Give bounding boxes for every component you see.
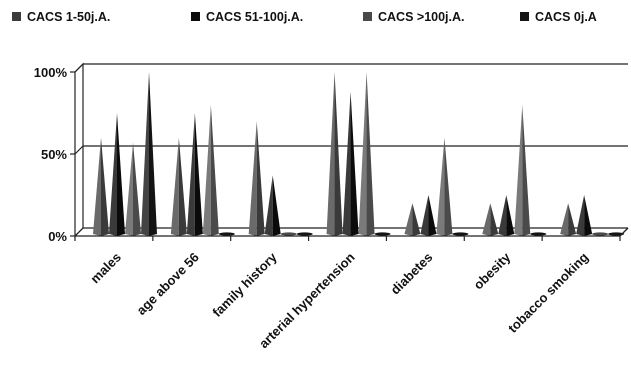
bar-4-2 bbox=[436, 137, 453, 236]
bar-0-2 bbox=[125, 142, 141, 236]
bar-4-0 bbox=[404, 203, 421, 236]
x-axis-corner bbox=[619, 227, 629, 237]
bar-3-1 bbox=[342, 91, 359, 237]
bar-4-3 bbox=[452, 232, 469, 236]
legend-label-3: CACS 0j.A bbox=[535, 10, 597, 24]
category-label-6: tobacco smoking bbox=[505, 249, 591, 335]
legend-label-2: CACS >100j.A. bbox=[378, 10, 465, 24]
category-label-1: age above 56 bbox=[134, 250, 202, 318]
bar-3-3 bbox=[374, 232, 391, 236]
gridline-side-100 bbox=[74, 63, 84, 73]
bar-2-3 bbox=[296, 232, 313, 236]
bar-5-1 bbox=[498, 195, 515, 236]
bar-0-0 bbox=[93, 137, 109, 236]
bar-1-3 bbox=[218, 232, 235, 236]
legend-label-1: CACS 51-100j.A. bbox=[206, 10, 303, 24]
category-label-4: diabetes bbox=[388, 250, 436, 298]
bar-5-0 bbox=[482, 203, 499, 236]
legend: CACS 1-50j.A. CACS 51-100j.A. CACS >100j.A… bbox=[12, 10, 597, 24]
x-axis bbox=[74, 227, 629, 241]
category-label-0: males bbox=[87, 250, 124, 287]
bar-2-0 bbox=[248, 121, 265, 236]
gridline-side-50 bbox=[74, 145, 84, 155]
bar-3-0 bbox=[326, 72, 343, 236]
y-tick-label-100: 100% bbox=[34, 65, 68, 80]
bar-6-3 bbox=[608, 232, 625, 236]
gridline-side-0 bbox=[74, 227, 84, 237]
legend-label-0: CACS 1-50j.A. bbox=[27, 10, 110, 24]
bar-3-2 bbox=[358, 72, 375, 236]
y-tick-label-0: 0% bbox=[48, 229, 67, 244]
y-axis-ticks: 0% 50% 100% bbox=[34, 65, 75, 244]
legend-swatch-1 bbox=[191, 12, 200, 21]
category-label-2: family history bbox=[209, 249, 280, 320]
bar-6-0 bbox=[560, 203, 577, 236]
bar-1-2 bbox=[202, 104, 219, 236]
bar-5-3 bbox=[530, 232, 547, 236]
bar-1-1 bbox=[186, 113, 203, 236]
bar-5-2 bbox=[514, 104, 531, 236]
bar-1-0 bbox=[170, 137, 187, 236]
bar-6-1 bbox=[576, 195, 593, 236]
bar-2-2 bbox=[280, 232, 297, 236]
bar-2-1 bbox=[264, 175, 281, 236]
category-label-5: obesity bbox=[471, 249, 514, 292]
bar-0-3 bbox=[141, 72, 157, 236]
legend-swatch-2 bbox=[363, 12, 372, 21]
bars bbox=[93, 72, 625, 237]
bar-4-1 bbox=[420, 195, 437, 236]
bar-0-1 bbox=[109, 113, 125, 236]
x-axis-categories: males age above 56 family historyarterial … bbox=[87, 249, 591, 351]
y-tick-label-50: 50% bbox=[41, 147, 67, 162]
bar-6-2 bbox=[592, 232, 609, 236]
legend-swatch-0 bbox=[12, 12, 21, 21]
legend-swatch-3 bbox=[520, 12, 529, 21]
